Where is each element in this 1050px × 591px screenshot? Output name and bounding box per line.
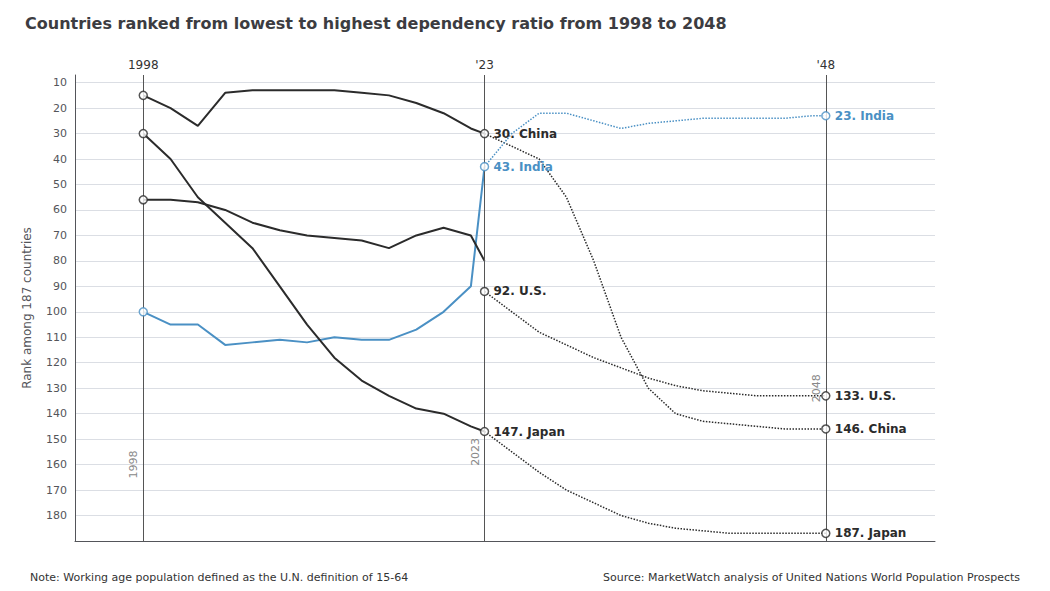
svg-text:50: 50 xyxy=(53,178,67,191)
svg-text:133. U.S.: 133. U.S. xyxy=(835,389,896,403)
svg-text:20: 20 xyxy=(53,102,67,115)
svg-text:140: 140 xyxy=(46,407,67,420)
svg-text:Countries ranked from lowest t: Countries ranked from lowest to highest … xyxy=(25,14,727,33)
svg-text:170: 170 xyxy=(46,484,67,497)
svg-text:150: 150 xyxy=(46,433,67,446)
svg-text:'48: '48 xyxy=(817,58,836,72)
svg-text:10: 10 xyxy=(53,76,67,89)
svg-text:40: 40 xyxy=(53,153,67,166)
svg-text:23. India: 23. India xyxy=(835,109,894,123)
svg-text:92. U.S.: 92. U.S. xyxy=(494,284,547,298)
svg-text:100: 100 xyxy=(46,305,67,318)
svg-text:110: 110 xyxy=(46,331,67,344)
svg-text:80: 80 xyxy=(53,254,67,267)
svg-text:187. Japan: 187. Japan xyxy=(835,526,907,540)
svg-text:43. India: 43. India xyxy=(494,160,553,174)
svg-text:90: 90 xyxy=(53,280,67,293)
svg-text:Note: Working age population d: Note: Working age population defined as … xyxy=(30,571,408,584)
svg-text:'23: '23 xyxy=(475,58,494,72)
svg-text:180: 180 xyxy=(46,509,67,522)
svg-text:2048: 2048 xyxy=(810,374,823,402)
svg-text:147. Japan: 147. Japan xyxy=(494,425,566,439)
svg-text:70: 70 xyxy=(53,229,67,242)
svg-text:160: 160 xyxy=(46,458,67,471)
svg-text:2023: 2023 xyxy=(469,438,482,466)
svg-text:146. China: 146. China xyxy=(835,422,907,436)
svg-text:1998: 1998 xyxy=(128,58,159,72)
svg-text:Source: MarketWatch analysis o: Source: MarketWatch analysis of United N… xyxy=(603,571,1020,584)
svg-text:130: 130 xyxy=(46,382,67,395)
svg-text:1998: 1998 xyxy=(127,451,140,479)
svg-text:30: 30 xyxy=(53,127,67,140)
svg-text:Rank among 187 countries: Rank among 187 countries xyxy=(20,227,34,389)
svg-text:30. China: 30. China xyxy=(494,127,558,141)
svg-text:120: 120 xyxy=(46,356,67,369)
svg-text:60: 60 xyxy=(53,203,67,216)
